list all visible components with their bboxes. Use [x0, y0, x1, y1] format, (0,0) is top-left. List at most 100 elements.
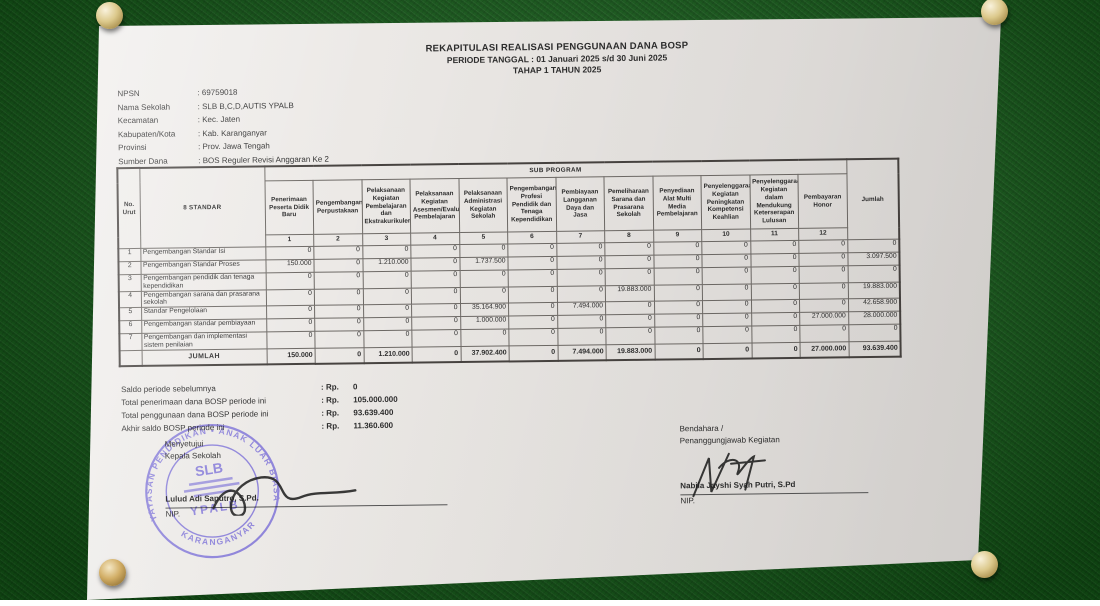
row-value-cell: 7.494.000: [557, 302, 606, 316]
row-value-cell: 0: [557, 328, 607, 346]
document-title-block: REKAPITULASI REALISASI PENGGUNAAN DANA B…: [182, 37, 932, 81]
header-jumlah: Jumlah: [846, 158, 900, 240]
total-value-cell: 0: [751, 342, 801, 359]
row-value-cell: 0: [410, 244, 460, 259]
info-value: : Prov. Jawa Tengah: [198, 141, 270, 152]
row-standar-name: Pengembangan dan implementasi sistem pen…: [141, 332, 267, 351]
row-value-cell: 0: [265, 272, 315, 290]
total-jumlah-cell: 93.639.400: [848, 341, 901, 358]
row-value-cell: 0: [751, 325, 801, 343]
row-value-cell: 0: [411, 287, 461, 305]
row-number: 7: [119, 333, 142, 351]
row-value-cell: 0: [314, 288, 364, 306]
row-value-cell: 0: [604, 255, 654, 269]
row-value-cell: 0: [556, 255, 606, 270]
row-value-cell: 0: [702, 266, 751, 285]
row-jumlah-cell: 28.000.000: [848, 311, 901, 326]
row-value-cell: 0: [314, 317, 364, 332]
row-value-cell: 0: [702, 326, 752, 344]
column-header: Pelaksanaan Kegiatan Pembelajaran dan Ek…: [361, 179, 411, 234]
school-info-block: NPSN: 69759018 Nama Sekolah: SLB B,C,D,AU…: [117, 85, 329, 169]
row-value-cell: 27.000.000: [799, 312, 849, 326]
pushpin-bottom-left: [99, 559, 126, 586]
column-header: Pelaksanaan Kegiatan Asesmen/Evaluasi Pe…: [409, 178, 460, 234]
row-value-cell: 0: [799, 265, 848, 284]
row-value-cell: 1.737.500: [459, 256, 509, 271]
row-standar-name: Pengembangan pendidik dan tenaga kependi…: [140, 272, 266, 292]
info-label: Kecamatan: [117, 115, 159, 126]
row-value-cell: 35.164.900: [460, 303, 509, 317]
row-value-cell: 0: [411, 270, 460, 288]
row-value-cell: 0: [556, 285, 606, 303]
column-header: Penyediaan Alat Multi Media Pembelajaran: [652, 175, 702, 231]
info-value: : Kab. Karanganyar: [197, 127, 267, 138]
headmaster-signature-scribble: [212, 476, 357, 517]
row-value-cell: 0: [508, 328, 558, 346]
column-header: Pengembangan Profesi Pendidik dan Tenaga…: [506, 177, 557, 232]
summary-amount: 0: [352, 382, 358, 392]
row-value-cell: 0: [507, 243, 557, 257]
summary-amount: 11.360.600: [353, 420, 394, 431]
column-number: 6: [507, 231, 557, 244]
pushpin-top-left: [96, 2, 123, 29]
row-jumlah-cell: 3.097.500: [847, 252, 900, 266]
row-value-cell: 0: [750, 283, 800, 301]
pushpin-top-right: [981, 0, 1008, 25]
total-value-cell: 19.883.000: [606, 344, 655, 361]
row-value-cell: 0: [702, 313, 752, 327]
column-header: Pemeliharaan Sarana dan Prasarana Sekola…: [603, 176, 654, 231]
row-value-cell: 0: [654, 313, 703, 328]
column-header: Penerimaan Peserta Didik Baru: [264, 180, 314, 235]
info-label: NPSN: [117, 88, 140, 99]
column-header: Pembiayaan Langganan Daya dan Jasa: [555, 176, 605, 232]
document-paper: REKAPITULASI REALISASI PENGGUNAAN DANA B…: [87, 17, 1001, 600]
row-value-cell: 0: [702, 283, 751, 301]
total-value-cell: 0: [703, 342, 752, 359]
row-value-cell: 0: [508, 315, 558, 330]
row-value-cell: 0: [266, 318, 315, 333]
row-number: 6: [119, 320, 142, 334]
row-value-cell: 150.000: [265, 259, 315, 273]
row-value-cell: 0: [701, 253, 751, 268]
row-value-cell: 0: [363, 330, 413, 348]
column-number: 5: [459, 231, 508, 245]
row-value-cell: 0: [362, 287, 412, 305]
summary-currency-prefix: : Rp.: [321, 421, 340, 431]
summary-amount: 105.000.000: [353, 394, 398, 405]
row-value-cell: 0: [605, 314, 655, 329]
row-value-cell: 0: [604, 242, 654, 256]
row-value-cell: 0: [314, 271, 363, 289]
row-value-cell: 0: [654, 326, 704, 345]
row-value-cell: 0: [362, 271, 412, 289]
column-number: 7: [556, 230, 605, 244]
column-header: Penyelenggaraan Kegiatan dalam Mendukung…: [749, 174, 799, 229]
column-number: 4: [410, 232, 460, 246]
total-value-cell: 37.902.400: [460, 345, 510, 362]
row-jumlah-cell: 0: [848, 324, 901, 342]
row-value-cell: 0: [750, 240, 799, 254]
row-value-cell: 0: [411, 316, 461, 331]
row-number: 2: [118, 261, 141, 275]
row-value-cell: 0: [556, 242, 605, 257]
header-8-standar: 8 STANDAR: [139, 166, 266, 249]
total-value-cell: 0: [509, 345, 558, 362]
row-value-cell: 0: [459, 286, 509, 304]
row-value-cell: 0: [751, 312, 800, 327]
row-value-cell: 0: [459, 269, 509, 288]
row-value-cell: 0: [750, 266, 800, 284]
row-value-cell: 0: [265, 288, 315, 307]
total-value-cell: 0: [315, 347, 364, 364]
summary-currency-prefix: : Rp.: [320, 382, 339, 392]
row-value-cell: 0: [653, 267, 703, 285]
document-content: REKAPITULASI REALISASI PENGGUNAAN DANA B…: [87, 17, 1001, 600]
row-value-cell: 0: [653, 254, 703, 269]
row-value-cell: 1.000.000: [460, 316, 509, 330]
summary-currency-prefix: : Rp.: [321, 395, 340, 405]
info-label: Provinsi: [118, 142, 147, 153]
realization-table: No. Urut 8 STANDAR SUB PROGRAM Jumlah Pe…: [116, 157, 902, 368]
row-value-cell: 0: [750, 299, 800, 314]
row-value-cell: 0: [702, 300, 752, 314]
row-value-cell: 0: [363, 317, 412, 331]
row-value-cell: 0: [605, 268, 654, 286]
info-label: Kabupaten/Kota: [117, 129, 176, 139]
